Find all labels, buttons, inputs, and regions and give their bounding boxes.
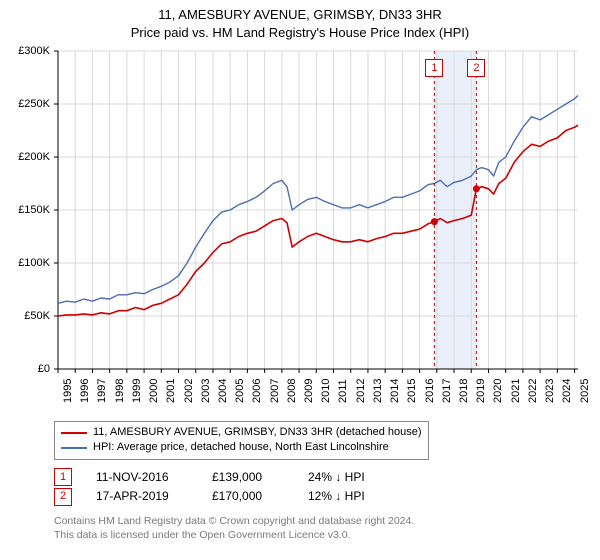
- y-tick-label: £50K: [24, 310, 50, 322]
- x-tick-label: 2013: [372, 379, 384, 403]
- x-tick-label: 2004: [217, 379, 229, 403]
- x-tick-label: 1998: [114, 379, 126, 403]
- x-tick-label: 2017: [441, 379, 453, 403]
- legend-item-hpi: HPI: Average price, detached house, Nort…: [61, 440, 422, 455]
- x-tick-label: 2006: [251, 379, 263, 403]
- footer-line-2: This data is licensed under the Open Gov…: [54, 528, 590, 542]
- x-tick-label: 2014: [389, 379, 401, 403]
- sale-row: 2 17-APR-2019 £170,000 12% ↓ HPI: [54, 487, 590, 506]
- legend-label-property: 11, AMESBURY AVENUE, GRIMSBY, DN33 3HR (…: [93, 425, 422, 440]
- y-tick-label: £0: [38, 363, 50, 375]
- x-tick-label: 2010: [320, 379, 332, 403]
- sale-marker-1: 1: [54, 468, 72, 486]
- x-tick-label: 2007: [269, 379, 281, 403]
- x-tick-label: 2009: [303, 379, 315, 403]
- chart-area: £0 £50K £100K £150K £200K £250K £300K 1995 1996 1…: [10, 45, 590, 415]
- sale-price: £139,000: [212, 468, 284, 487]
- x-tick-label: 2015: [406, 379, 418, 403]
- x-tick-label: 2005: [234, 379, 246, 403]
- x-tick-label: 2025: [579, 379, 591, 403]
- sale-pct: 12% ↓ HPI: [308, 487, 398, 506]
- x-tick-label: 1996: [79, 379, 91, 403]
- x-tick-label: 2020: [492, 379, 504, 403]
- x-tick-label: 2016: [424, 379, 436, 403]
- x-tick-label: 2001: [165, 379, 177, 403]
- line-chart-svg: [10, 45, 590, 415]
- x-tick-label: 2024: [561, 379, 573, 403]
- y-tick-label: £250K: [18, 98, 50, 110]
- footer-line-1: Contains HM Land Registry data © Crown c…: [54, 514, 590, 528]
- x-tick-label: 2023: [544, 379, 556, 403]
- sale-pct: 24% ↓ HPI: [308, 468, 398, 487]
- sales-table: 1 11-NOV-2016 £139,000 24% ↓ HPI 2 17-AP…: [54, 468, 590, 506]
- figure-container: 11, AMESBURY AVENUE, GRIMSBY, DN33 3HR P…: [0, 0, 600, 560]
- x-tick-label: 2019: [475, 379, 487, 403]
- legend-item-property: 11, AMESBURY AVENUE, GRIMSBY, DN33 3HR (…: [61, 425, 422, 440]
- sale-row: 1 11-NOV-2016 £139,000 24% ↓ HPI: [54, 468, 590, 487]
- x-tick-label: 2000: [148, 379, 160, 403]
- x-tick-label: 2002: [183, 379, 195, 403]
- x-tick-label: 2018: [458, 379, 470, 403]
- x-tick-label: 2012: [355, 379, 367, 403]
- x-tick-label: 2008: [286, 379, 298, 403]
- y-tick-label: £150K: [18, 204, 50, 216]
- sale-date: 17-APR-2019: [96, 487, 188, 506]
- legend-label-hpi: HPI: Average price, detached house, Nort…: [93, 440, 389, 455]
- x-tick-label: 1999: [131, 379, 143, 403]
- sale-date: 11-NOV-2016: [96, 468, 188, 487]
- legend-swatch-hpi: [61, 447, 87, 449]
- x-tick-label: 1997: [96, 379, 108, 403]
- x-tick-label: 2022: [527, 379, 539, 403]
- sale-price: £170,000: [212, 487, 284, 506]
- sale-marker-2: 2: [54, 488, 72, 506]
- x-tick-label: 1995: [62, 379, 74, 403]
- x-tick-label: 2021: [510, 379, 522, 403]
- y-tick-label: £100K: [18, 257, 50, 269]
- legend: 11, AMESBURY AVENUE, GRIMSBY, DN33 3HR (…: [54, 421, 429, 460]
- y-tick-label: £300K: [18, 45, 50, 57]
- y-tick-label: £200K: [18, 151, 50, 163]
- license-footer: Contains HM Land Registry data © Crown c…: [54, 514, 590, 542]
- sale-marker-on-chart: 2: [467, 59, 485, 77]
- sale-marker-on-chart: 1: [425, 59, 443, 77]
- chart-title: 11, AMESBURY AVENUE, GRIMSBY, DN33 3HR: [10, 6, 590, 24]
- x-tick-label: 2011: [337, 379, 349, 403]
- x-tick-label: 2003: [200, 379, 212, 403]
- chart-subtitle: Price paid vs. HM Land Registry's House …: [10, 24, 590, 42]
- legend-swatch-property: [61, 432, 87, 434]
